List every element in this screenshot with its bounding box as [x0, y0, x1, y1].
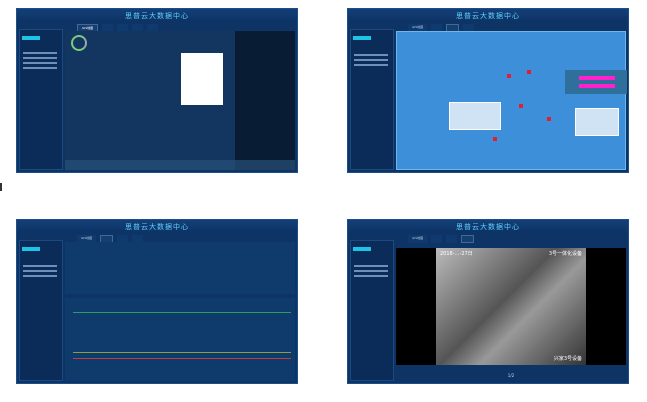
tab[interactable] [431, 24, 442, 32]
setpoint-value[interactable] [579, 76, 615, 80]
list-item[interactable] [23, 52, 57, 54]
header: 思普云大数据中心 [348, 9, 628, 21]
app-title: 思普云大数据中心 [456, 223, 520, 231]
camera-feed: 2018-…-27日 3号一体化设备 兴家3号设备 [436, 248, 586, 365]
screenshot-video-monitor: 思普云大数据中心 GIS地图 2018-…-27日 3号一体化设备 兴家3号设备… [347, 219, 629, 384]
map-view[interactable] [65, 31, 295, 170]
data-tables [65, 242, 295, 294]
nav-tabs: GIS地图 [408, 235, 474, 243]
setpoint-panel [565, 70, 627, 94]
header: 思普云大数据中心 [348, 220, 628, 232]
list-item[interactable] [23, 62, 57, 64]
camera-label: 3号一体化设备 [548, 251, 582, 257]
list-item[interactable] [23, 57, 57, 59]
process-diagram [396, 31, 627, 170]
list-item[interactable] [23, 67, 57, 69]
tab-gis[interactable]: GIS地图 [408, 24, 428, 32]
sidebar-tab[interactable] [353, 36, 371, 40]
app-title: 思普云大数据中心 [125, 223, 189, 231]
list-item[interactable] [23, 270, 57, 272]
device-popup[interactable] [181, 53, 223, 105]
device-sidebar [350, 240, 394, 381]
tab[interactable] [146, 24, 158, 32]
screenshot-gis-map: 思普云大数据中心 GIS地图 [16, 8, 298, 173]
tab-gis[interactable]: GIS地图 [77, 235, 97, 243]
header: 思普云大数据中心 [17, 220, 297, 232]
tab[interactable] [460, 235, 474, 243]
monitor-area [65, 242, 295, 381]
tab[interactable] [117, 24, 128, 32]
video-area: 2018-…-27日 3号一体化设备 兴家3号设备 1/2 [396, 242, 626, 381]
tab[interactable] [431, 235, 442, 243]
series-line [73, 352, 291, 353]
list-item[interactable] [354, 265, 388, 267]
device-caption: 兴家3号设备 [553, 356, 582, 362]
screenshot-realtime-monitor: 思普云大数据中心 GIS地图 [16, 219, 298, 384]
series-line [73, 358, 291, 359]
valve-icon[interactable] [527, 70, 531, 74]
device-sidebar [19, 29, 63, 170]
list-item[interactable] [354, 270, 388, 272]
alarm-ticker [65, 160, 295, 170]
pump-icon[interactable] [519, 104, 523, 108]
tab[interactable] [102, 24, 113, 32]
list-item[interactable] [23, 275, 57, 277]
valve-icon[interactable] [507, 74, 511, 78]
status-gauge [71, 35, 87, 51]
list-item[interactable] [354, 59, 388, 61]
video-timestamp: 2018-…-27日 [440, 251, 473, 257]
device-sidebar [350, 29, 394, 170]
screenshot-process-diagram: 思普云大数据中心 GIS地图 [347, 8, 629, 173]
trend-chart [65, 298, 295, 381]
sidebar-tab[interactable] [353, 247, 371, 251]
video-player[interactable]: 2018-…-27日 3号一体化设备 兴家3号设备 [396, 248, 626, 365]
tab[interactable] [446, 235, 457, 243]
setpoint-value[interactable] [579, 84, 615, 88]
device-sidebar [19, 240, 63, 381]
tab[interactable] [117, 235, 128, 243]
reactor-tank[interactable] [449, 102, 501, 130]
list-item[interactable] [354, 64, 388, 66]
pager[interactable]: 1/2 [507, 373, 515, 378]
divider [0, 183, 2, 191]
pump-icon[interactable] [493, 137, 497, 141]
tab[interactable] [131, 24, 143, 32]
tab[interactable] [462, 24, 474, 32]
list-item[interactable] [23, 265, 57, 267]
series-line [73, 312, 291, 313]
tab-gis[interactable]: GIS地图 [408, 235, 428, 243]
sidebar-tab[interactable] [22, 36, 40, 40]
valve-icon[interactable] [547, 117, 551, 121]
header: 思普云大数据中心 [17, 9, 297, 21]
list-item[interactable] [354, 275, 388, 277]
clear-water-tank[interactable] [575, 108, 619, 136]
list-item[interactable] [354, 54, 388, 56]
app-title: 思普云大数据中心 [125, 12, 189, 20]
sidebar-tab[interactable] [22, 247, 40, 251]
sea-area [235, 31, 295, 170]
app-title: 思普云大数据中心 [456, 12, 520, 20]
tab[interactable] [131, 235, 143, 243]
